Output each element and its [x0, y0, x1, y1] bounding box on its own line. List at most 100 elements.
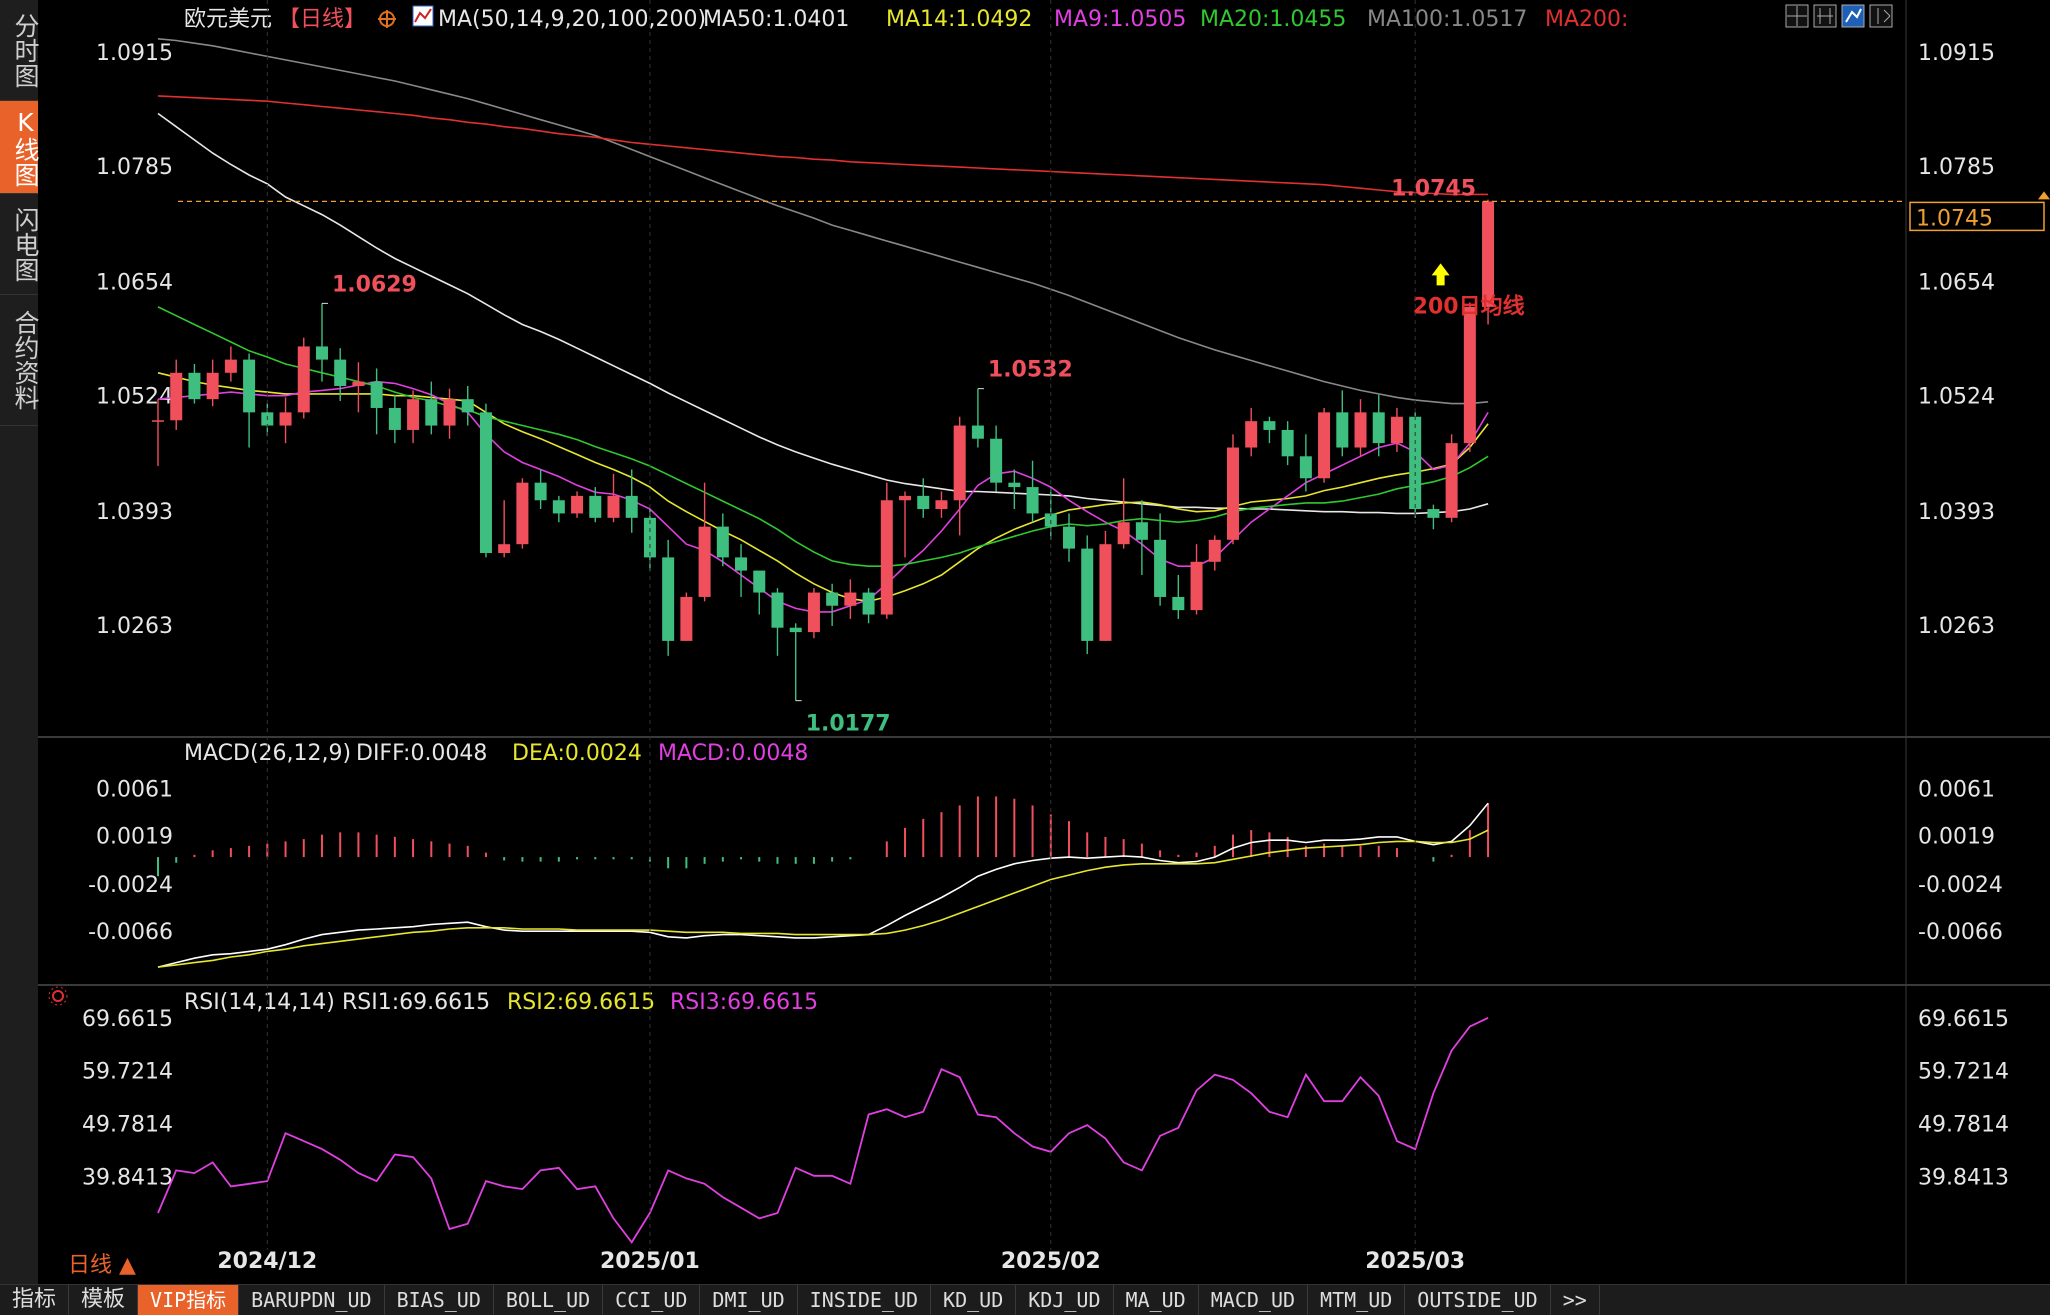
candle-body — [735, 557, 748, 571]
grid-layout-icon[interactable] — [1785, 4, 1809, 28]
candle-body — [1390, 416, 1403, 444]
candle — [1281, 421, 1294, 466]
settings-sun-icon[interactable] — [48, 986, 68, 1006]
indicator-tab[interactable]: OUTSIDE_UD — [1405, 1285, 1551, 1315]
macd-y-tick-left: 0.0019 — [96, 825, 173, 850]
y-tick-right: 1.0263 — [1918, 614, 1995, 639]
candle-body — [935, 500, 948, 510]
rsi-y-tick-right: 69.6615 — [1918, 1007, 2009, 1032]
chart-svg[interactable]: 欧元美元 【日线】 MA(50,14,9,20,100,200) MA50:1.… — [38, 0, 2050, 1284]
candle-body — [971, 425, 984, 439]
candle — [1226, 434, 1239, 545]
indicator-tab[interactable]: VIP指标 — [138, 1285, 240, 1315]
period-tag[interactable]: 【日线】 — [278, 7, 366, 32]
y-tick-left: 1.0654 — [96, 270, 173, 295]
indicator-tab[interactable]: >> — [1551, 1285, 1600, 1315]
indicator-tab[interactable]: KDJ_UD — [1016, 1285, 1114, 1315]
macd-y-tick-left: -0.0024 — [88, 873, 173, 898]
rsi3-value: RSI3:69.6615 — [670, 990, 818, 1015]
candle — [334, 348, 347, 401]
price-annotation: 1.0177 — [806, 712, 891, 737]
indicator-tab[interactable]: BARUPDN_UD — [239, 1285, 385, 1315]
macd-y-tick-right: -0.0024 — [1918, 873, 2003, 898]
rsi-title: RSI(14,14,14) — [184, 990, 335, 1015]
candle — [1081, 535, 1094, 655]
ma100-value: MA100:1.0517 — [1367, 7, 1527, 32]
indicator-tab[interactable]: MACD_UD — [1199, 1285, 1309, 1315]
indicator-tab[interactable]: INSIDE_UD — [798, 1285, 932, 1315]
main-price-panel: 1.0915 1.0915 1.0785 1.0785 1.0654 1.0654 1.05… — [96, 38, 2050, 737]
candle — [953, 416, 966, 536]
candle — [1190, 544, 1203, 615]
ma14-value: MA14:1.0492 — [886, 7, 1032, 32]
rsi-panel: 69.6615 69.6615 59.7214 59.7214 49.7814 49.78… — [82, 1007, 2009, 1244]
macd-y-tick-left: 0.0061 — [96, 778, 173, 803]
candle-body — [1299, 456, 1312, 479]
scroll-up-arrow-icon[interactable] — [2038, 191, 2050, 200]
period-selector[interactable]: 日线 ▲ — [68, 1253, 136, 1278]
rsi2-value: RSI2:69.6615 — [507, 990, 655, 1015]
candle-body — [826, 592, 839, 606]
candle — [735, 544, 748, 597]
candle — [279, 397, 292, 444]
chart-area[interactable]: 欧元美元 【日线】 MA(50,14,9,20,100,200) MA50:1.… — [38, 0, 2050, 1284]
y-tick-left: 1.0263 — [96, 614, 173, 639]
candle-body — [1208, 539, 1221, 562]
candle — [1390, 407, 1403, 452]
indicator-tab[interactable]: DMI_UD — [700, 1285, 798, 1315]
candle — [498, 500, 511, 558]
candle — [625, 469, 638, 533]
tab-time-chart[interactable]: 分时图 — [0, 0, 40, 101]
candle-body — [1117, 522, 1130, 545]
candle-body — [461, 399, 474, 413]
tab-contract-info[interactable]: 合约资料 — [0, 295, 40, 426]
candle — [243, 353, 256, 448]
candle — [1063, 513, 1075, 562]
tab-flash-chart[interactable]: 闪电图 — [0, 194, 40, 295]
candle-body — [1135, 522, 1148, 540]
candle-body — [1372, 412, 1385, 444]
indicator-tab[interactable]: CCI_UD — [603, 1285, 701, 1315]
panel-layout-icon[interactable] — [1869, 4, 1893, 28]
macd-line-dea — [157, 829, 1489, 968]
indicator-tab[interactable]: MA_UD — [1114, 1285, 1199, 1315]
indicator-tab[interactable]: MTM_UD — [1308, 1285, 1406, 1315]
y-tick-left: 1.0524 — [96, 385, 173, 410]
x-tick-label: 2025/03 — [1365, 1249, 1465, 1274]
candle — [826, 583, 839, 626]
y-tick-right: 1.0524 — [1918, 385, 1995, 410]
indicator-tab[interactable]: BOLL_UD — [494, 1285, 604, 1315]
candle-body — [990, 438, 1003, 483]
price-annotation: 1.0532 — [988, 358, 1073, 383]
rsi-y-tick-right: 59.7214 — [1918, 1060, 2009, 1085]
indicator-tab[interactable]: 模板 — [69, 1285, 139, 1315]
candle — [461, 385, 474, 426]
candle — [152, 399, 164, 466]
candle-body — [1263, 421, 1276, 430]
indicator-tab[interactable]: 指标 — [0, 1285, 70, 1315]
indicator-tab[interactable]: BIAS_UD — [385, 1285, 494, 1315]
tab-kline-chart[interactable]: K线图 — [0, 101, 40, 194]
candle-body — [279, 412, 292, 426]
candle — [1208, 535, 1221, 571]
candle-body — [1445, 443, 1458, 518]
indicator-tab[interactable]: KD_UD — [931, 1285, 1017, 1315]
candle-body — [807, 592, 820, 633]
indicator-chart-icon[interactable] — [412, 5, 434, 27]
candle — [1427, 504, 1440, 530]
candle — [990, 425, 1003, 492]
table-layout-icon[interactable] — [1813, 4, 1837, 28]
rsi-y-tick-left: 59.7214 — [82, 1060, 173, 1085]
crosshair-icon[interactable] — [378, 10, 396, 28]
candle-body — [716, 526, 729, 558]
candle-body — [370, 381, 383, 408]
macd-panel: 0.0061 0.0061 0.0019 0.0019 -0.0024 -0.0024 -0… — [88, 778, 2003, 968]
ma9-value: MA9:1.0505 — [1054, 7, 1186, 32]
candle — [899, 491, 912, 558]
chart-type-icon[interactable] — [1841, 4, 1865, 28]
symbol-title: 欧元美元 — [184, 7, 272, 32]
candle — [188, 364, 201, 404]
current-price-label: 1.0745 — [1916, 206, 1993, 231]
candle-body — [1336, 412, 1349, 448]
candle-body — [352, 381, 365, 386]
